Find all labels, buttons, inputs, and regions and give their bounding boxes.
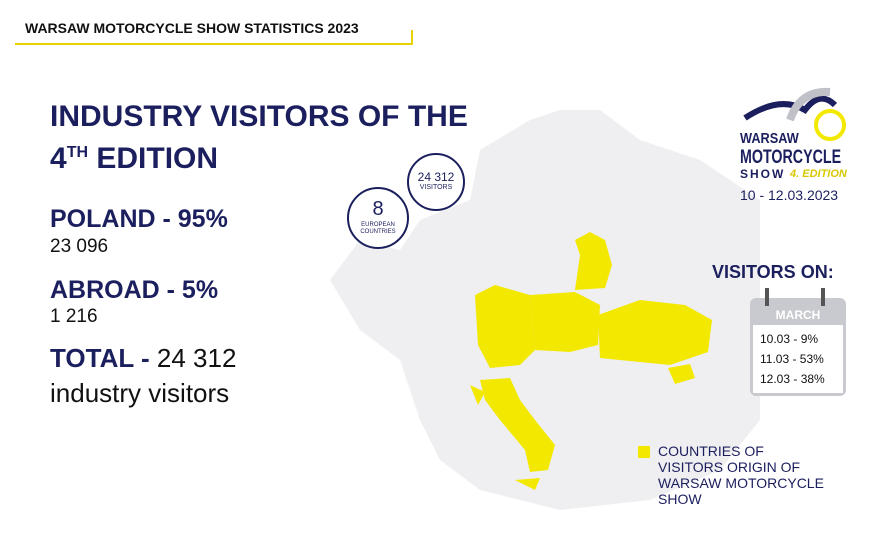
- legend-line: WARSAW MOTORCYCLE: [658, 475, 824, 491]
- total-label: TOTAL -: [50, 343, 157, 373]
- header-title: WARSAW MOTORCYCLE SHOW STATISTICS 2023: [25, 20, 359, 36]
- legend-swatch: [638, 446, 650, 458]
- legend-line: SHOW: [658, 491, 702, 507]
- calendar: [750, 288, 846, 396]
- bubble-countries-number: 8: [372, 198, 384, 220]
- logo-line: MOTORCYCLE: [740, 147, 842, 168]
- edition-word: EDITION: [96, 142, 219, 175]
- poland-value: 23 096: [50, 236, 109, 257]
- calendar-day: 10.03 - 9%: [760, 332, 819, 346]
- logo-line: WARSAW: [740, 130, 799, 147]
- logo-dates: 10 - 12.03.2023: [740, 187, 839, 203]
- total-value: 24 312: [156, 343, 237, 373]
- logo-line: SHOW: [740, 167, 786, 181]
- calendar-day: 12.03 - 38%: [760, 372, 825, 386]
- headline: INDUSTRY VISITORS OF THE: [50, 100, 468, 133]
- total-unit: industry visitors: [50, 378, 230, 408]
- abroad-label: ABROAD - 5%: [50, 276, 219, 304]
- legend: COUNTRIES OF VISITORS ORIGIN OF WARSAW M…: [658, 443, 824, 507]
- visitors-on-title: VISITORS ON:: [712, 262, 834, 282]
- visitor-countries: [470, 232, 712, 490]
- logo-art: [743, 87, 846, 141]
- bubble-visitors-caption: VISITORS: [419, 184, 453, 191]
- legend-line: COUNTRIES OF: [658, 443, 764, 459]
- total: TOTAL - 24 312: [50, 343, 236, 374]
- legend-line: VISITORS ORIGIN OF: [658, 459, 801, 475]
- header-underline: [15, 30, 413, 45]
- abroad-value: 1 216: [50, 306, 98, 327]
- poland-label: POLAND - 95%: [50, 205, 228, 233]
- edition-number: 4: [50, 142, 67, 175]
- bubble-countries-caption: EUROPEAN: [361, 222, 395, 228]
- edition-suffix: TH: [66, 144, 89, 161]
- bubble-outlines: [347, 153, 465, 249]
- calendar-month: MARCH: [775, 308, 821, 322]
- bubble-visitors-number: 24 312: [417, 170, 455, 184]
- headline-edition: 4TH EDITION: [50, 142, 218, 176]
- bubble-countries-caption: COUNTRIES: [360, 229, 396, 235]
- calendar-day: 11.03 - 53%: [760, 352, 824, 366]
- logo-edition: 4. EDITION: [790, 168, 847, 180]
